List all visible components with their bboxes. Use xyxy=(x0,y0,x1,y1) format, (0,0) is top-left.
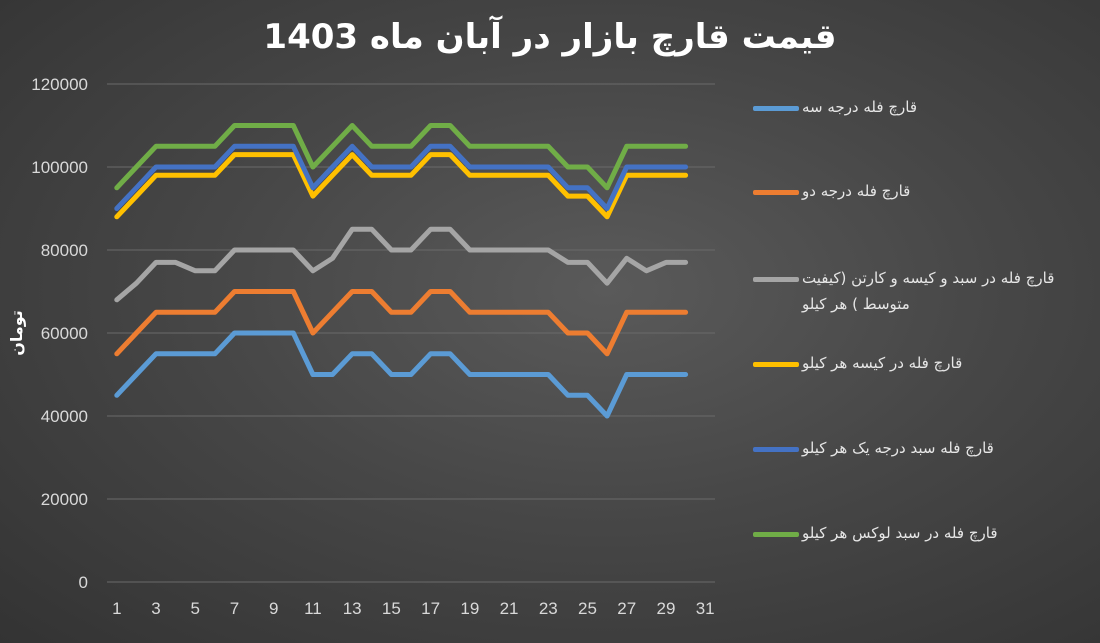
legend-swatch xyxy=(753,190,799,195)
gridlines xyxy=(107,83,715,583)
y-tick-label: 100000 xyxy=(31,158,88,177)
x-tick-label: 25 xyxy=(578,599,597,618)
series-line-1 xyxy=(114,330,689,419)
legend-swatch xyxy=(753,106,799,111)
legend-label: قارچ فله در سبد و کیسه و کارتن (کیفیت مت… xyxy=(802,269,1055,313)
y-tick-label: 60000 xyxy=(41,324,88,343)
x-tick-label: 3 xyxy=(151,599,160,618)
y-tick-label: 20000 xyxy=(41,490,88,509)
x-tick-label: 13 xyxy=(343,599,362,618)
y-axis-ticks: 0 20000 40000 60000 80000 100000 120000 xyxy=(31,75,88,592)
legend-label: قارچ فله در کیسه هر کیلو xyxy=(802,354,963,372)
y-tick-label: 80000 xyxy=(41,241,88,260)
series-lines xyxy=(114,123,689,419)
x-tick-label: 29 xyxy=(657,599,676,618)
legend-label: قارچ فله درجه سه xyxy=(802,98,917,116)
legend-label: قارچ فله درجه دو xyxy=(802,182,911,200)
x-axis-ticks: 1 3 5 7 9 11 13 15 17 19 21 23 25 27 29 31 xyxy=(112,599,715,618)
x-tick-label: 1 xyxy=(112,599,121,618)
y-tick-label: 40000 xyxy=(41,407,88,426)
x-tick-label: 11 xyxy=(304,599,322,618)
chart-title: قیمت قارچ بازار در آبان ماه 1403 xyxy=(263,15,836,57)
legend-label: قارچ فله در سبد لوکس هر کیلو xyxy=(802,524,998,542)
x-tick-label: 21 xyxy=(500,599,519,618)
x-tick-label: 7 xyxy=(230,599,239,618)
legend-swatch xyxy=(753,447,799,452)
x-tick-label: 19 xyxy=(460,599,479,618)
y-axis-label: تومان xyxy=(7,310,26,356)
legend-swatch xyxy=(753,362,799,367)
series-line-5 xyxy=(114,143,689,211)
x-tick-label: 5 xyxy=(191,599,200,618)
legend-swatch xyxy=(753,532,799,537)
x-tick-label: 9 xyxy=(269,599,278,618)
series-line-3 xyxy=(114,226,689,303)
series-line-4 xyxy=(114,152,689,220)
series-line-2 xyxy=(114,289,689,357)
x-tick-label: 31 xyxy=(696,599,715,618)
series-line-6 xyxy=(114,123,689,191)
x-tick-label: 17 xyxy=(421,599,440,618)
y-tick-label: 120000 xyxy=(31,75,88,94)
x-tick-label: 23 xyxy=(539,599,558,618)
y-tick-label: 0 xyxy=(79,573,88,592)
x-tick-label: 27 xyxy=(617,599,636,618)
legend-label: قارچ فله سبد درجه یک هر کیلو xyxy=(802,439,994,457)
legend-swatch xyxy=(753,277,799,282)
x-tick-label: 15 xyxy=(382,599,401,618)
